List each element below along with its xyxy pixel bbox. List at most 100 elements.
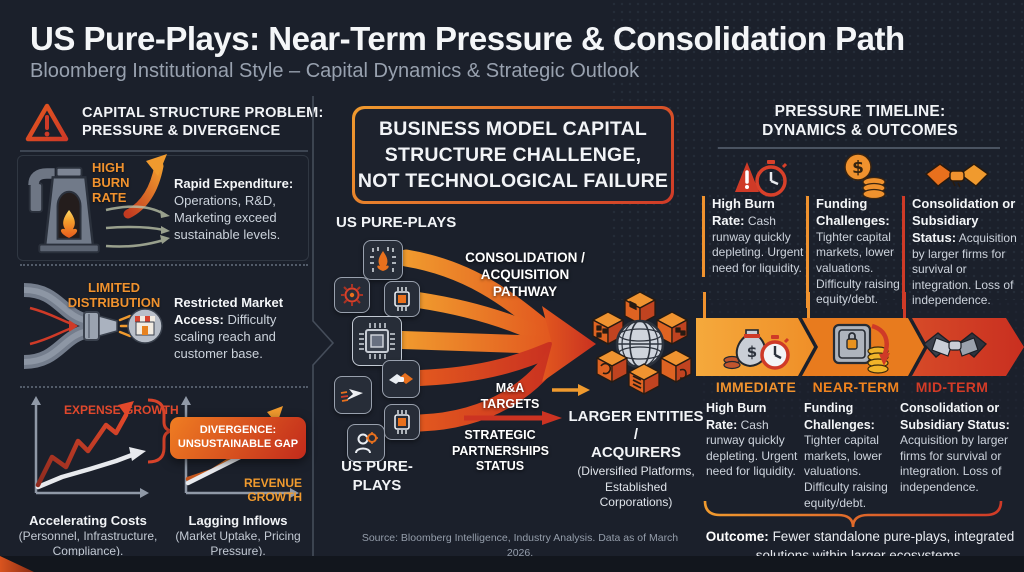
stage-immediate-label: IMMEDIATE: [715, 379, 797, 395]
world-map-texture: [610, 0, 1024, 300]
timeline-col2-title: Funding Challenges:: [804, 401, 875, 432]
cube-cluster-globe-icon: [588, 288, 692, 401]
col3-text: Acquisition by larger firms for survival…: [912, 230, 1017, 308]
partnerships-arrow-icon: [462, 410, 566, 431]
stage-nearterm-label: NEAR-TERM: [812, 379, 900, 395]
handshake-icon: [924, 158, 990, 203]
ma-targets-line2: TARGETS: [480, 396, 540, 411]
pure-plays-bottom-label: US PURE-PLAYS: [341, 458, 413, 494]
high-burn-rate-badge: HIGH BURN RATE: [92, 160, 130, 205]
distribution-item-text: Difficulty scaling reach and customer ba…: [174, 311, 277, 361]
stage-midterm-label: MID-TERM: [915, 379, 989, 395]
right-panel-heading-line2: DYNAMICS & OUTCOMES: [762, 122, 958, 140]
ma-arrow-icon: [550, 383, 592, 402]
smoke-flow-icon: [104, 200, 172, 261]
left-dotted-divider-1: [20, 264, 308, 266]
partnerships-line2: PARTNERSHIPS: [452, 443, 550, 458]
timeline-connector-3: [903, 292, 906, 320]
microchip-icon-2: [394, 410, 410, 434]
alarm-warning-icon: [733, 154, 791, 205]
cpu-chip-icon: [359, 323, 395, 359]
right-panel-divider: [718, 147, 1000, 149]
lagging-inflows-sub: (Market Uptake, Pricing Pressure).: [175, 529, 301, 559]
outcome-label: Outcome:: [705, 529, 769, 544]
timeline-col3-text: Acquisition by larger firms for survival…: [900, 433, 1009, 494]
partnerships-line3: STATUS: [475, 459, 525, 474]
col3-title: Consolidation or Subsidiary Status:: [912, 196, 1016, 245]
accelerating-costs-sub: (Personnel, Infrastructure, Compliance).: [18, 529, 158, 559]
chip-orange-tile-2: [384, 404, 420, 440]
revenue-growth-label: REVENUE GROWTH: [243, 476, 302, 504]
banner-line3: NOT TECHNOLOGICAL FAILURE: [357, 170, 669, 193]
warning-triangle-icon: [24, 101, 70, 150]
ma-targets-line1: M&A: [495, 381, 525, 395]
col1-text: Cash runway quickly depleting. Urgent ne…: [712, 213, 804, 275]
banner-line2: STRUCTURE CHALLENGE,: [384, 143, 642, 166]
banner-box: BUSINESS MODEL CAPITAL STRUCTURE CHALLEN…: [352, 106, 674, 204]
timeline-col3-title: Consolidation or Subsidiary Status:: [900, 401, 1010, 432]
left-panel-heading-line2: PRESSURE & DIVERGENCE: [82, 123, 281, 140]
handshake-tile: [382, 360, 420, 398]
svg-text:$: $: [747, 343, 757, 361]
gear-tile: [334, 277, 370, 313]
left-center-divider: [306, 96, 338, 571]
fast-arrow-icon: [340, 389, 363, 402]
rocket-tile: [334, 376, 372, 414]
expense-growth-chart: [22, 393, 152, 516]
acquirers-sub-line2: Established Corporations): [599, 479, 673, 510]
timeline-col2-text: Tighter capital markets, lower valuation…: [804, 433, 888, 510]
expense-growth-label: EXPENSE GROWTH: [64, 403, 179, 417]
furnace-icon: [22, 162, 118, 263]
svg-text:$: $: [852, 158, 864, 178]
pathway-label-line1: CONSOLIDATION /: [465, 250, 585, 265]
pathway-label-line2: ACQUISITION: [480, 266, 570, 282]
pathway-label-line3: PATHWAY: [492, 283, 558, 299]
timeline-col1-text: Cash runway quickly depleting. Urgent ne…: [706, 417, 798, 479]
left-panel-heading-line1: CAPITAL STRUCTURE PROBLEM:: [82, 105, 324, 121]
big-chip-tile: [352, 316, 402, 366]
burn-item-text: Operations, R&D, Marketing exceed sustai…: [174, 192, 281, 242]
handshake-small-icon: [389, 373, 413, 384]
partnerships-line1: STRATEGIC: [464, 428, 536, 442]
chip-orange-tile: [384, 281, 420, 317]
chip-flame-tile: [363, 240, 403, 280]
person-gear-tile: [347, 424, 385, 462]
right-panel-heading-line1: PRESSURE TIMELINE:: [774, 103, 946, 120]
lagging-inflows-title: Lagging Inflows: [188, 513, 288, 528]
accelerating-costs-title: Accelerating Costs: [29, 513, 147, 528]
footer-bar: [0, 556, 1024, 572]
timeline-col1-title: High Burn Rate:: [706, 401, 767, 432]
timeline-connector-1: [703, 292, 706, 320]
page-subtitle: Bloomberg Institutional Style – Capital …: [30, 60, 640, 82]
acquirers-title-line2: ACQUIRERS: [590, 444, 681, 461]
chip-flame-icon: [370, 247, 396, 272]
col2-title: Funding Challenges:: [816, 196, 890, 228]
banner-line1: BUSINESS MODEL CAPITAL: [378, 117, 648, 140]
left-panel-divider: [20, 150, 308, 152]
limited-distribution-badge: LIMITED DISTRIBUTION: [67, 280, 161, 310]
left-dotted-divider-2: [20, 386, 308, 388]
moneybag-stopwatch-icon: $: [722, 322, 792, 377]
divergence-label-line2: UNSUSTAINABLE GAP: [177, 438, 299, 450]
gear-icon: [341, 284, 363, 306]
coins-icon: $: [838, 152, 890, 207]
person-gear-icon: [355, 432, 378, 454]
funnel-distribution-icon: [18, 280, 164, 377]
outcome-brace-icon: [702, 498, 1004, 535]
handshake-gray-icon: [922, 328, 988, 373]
acquirers-sub-line1: (Diversified Platforms,: [577, 464, 695, 478]
converging-arrows: [393, 228, 698, 483]
burn-item-title: Rapid Expenditure:: [174, 176, 294, 191]
acquirers-title-line1: LARGER ENTITIES /: [568, 408, 704, 443]
page-title: US Pure-Plays: Near-Term Pressure & Cons…: [30, 20, 905, 57]
distribution-item-title: Restricted Market Access:: [174, 295, 284, 327]
divergence-label-line1: DIVERGENCE:: [199, 424, 277, 437]
burn-up-arrow-icon: [122, 152, 172, 225]
timeline-connector-2: [807, 292, 810, 320]
pure-plays-top-label: US PURE-PLAYS: [336, 214, 457, 231]
col1-title: High Burn Rate:: [712, 196, 775, 228]
col2-text: Tighter capital markets, lower valuation…: [816, 229, 900, 307]
microchip-icon: [394, 287, 410, 311]
vault-coins-icon: [822, 320, 896, 379]
